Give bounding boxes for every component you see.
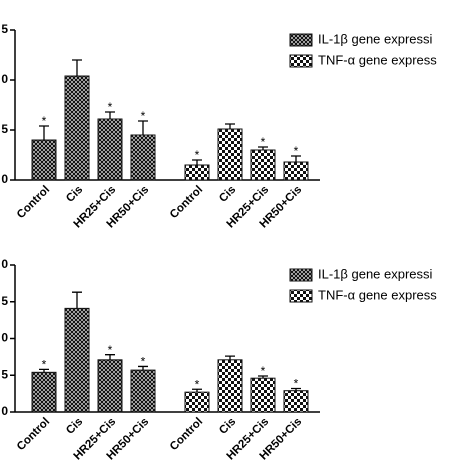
bar (64, 75, 90, 181)
bar (31, 139, 57, 181)
significance-marker: * (42, 114, 47, 128)
x-tick-label: Control (168, 416, 205, 453)
significance-marker: * (261, 364, 266, 378)
bar (250, 377, 276, 413)
bar (130, 369, 156, 413)
error-bar (39, 368, 49, 373)
bar (217, 359, 243, 413)
y-tick-label: 5 (1, 122, 8, 136)
significance-marker: * (108, 100, 113, 114)
legend-swatch (289, 33, 313, 47)
legend-swatch (289, 268, 313, 282)
legend-label: TNF-α gene express (318, 52, 437, 67)
bar (184, 391, 210, 413)
legend-label: IL-1β gene expressi (318, 266, 433, 281)
error-bar (192, 159, 202, 165)
error-bar (105, 354, 115, 360)
y-tick-label: 0 (1, 72, 8, 86)
y-tick-label: 5 (1, 367, 8, 381)
legend-swatch (289, 289, 313, 303)
x-tick-label: Control (15, 184, 52, 221)
error-bar (258, 375, 268, 379)
error-bar (72, 59, 82, 76)
y-tick-label: 5 (1, 22, 8, 36)
bar (130, 134, 156, 181)
significance-marker: * (294, 377, 299, 391)
y-tick-label: 0 (1, 331, 8, 345)
bar (97, 359, 123, 413)
bar (283, 390, 309, 413)
error-bar (258, 146, 268, 150)
legend-label: IL-1β gene expressi (318, 31, 433, 46)
bar (250, 149, 276, 181)
y-tick-label: 0 (1, 257, 8, 271)
error-bar (192, 388, 202, 393)
error-bar (291, 387, 301, 391)
significance-marker: * (141, 355, 146, 369)
x-tick-label: Cis (64, 416, 85, 437)
significance-marker: * (141, 109, 146, 123)
bar (184, 164, 210, 181)
significance-marker: * (195, 148, 200, 162)
bar (64, 307, 90, 413)
error-bar (291, 155, 301, 162)
error-bar (225, 123, 235, 129)
x-tick-label: Cis (217, 416, 238, 437)
y-tick-label: 0 (1, 404, 8, 418)
legend-label: TNF-α gene express (318, 287, 437, 302)
bar (217, 128, 243, 181)
error-bar (105, 111, 115, 119)
error-bar (72, 291, 82, 309)
x-tick-label: Cis (64, 184, 85, 205)
significance-marker: * (261, 135, 266, 149)
significance-marker: * (294, 144, 299, 158)
error-bar (225, 355, 235, 360)
y-tick-label: 0 (1, 172, 8, 186)
x-tick-label: Cis (217, 184, 238, 205)
legend-swatch (289, 54, 313, 68)
y-tick-label: 5 (1, 294, 8, 308)
bar (97, 118, 123, 181)
error-bar (138, 120, 148, 135)
x-tick-label: Control (168, 184, 205, 221)
significance-marker: * (195, 377, 200, 391)
significance-marker: * (108, 343, 113, 357)
bar (31, 371, 57, 413)
x-tick-label: Control (15, 416, 52, 453)
error-bar (138, 365, 148, 371)
error-bar (39, 125, 49, 140)
significance-marker: * (42, 358, 47, 372)
bar (283, 161, 309, 181)
